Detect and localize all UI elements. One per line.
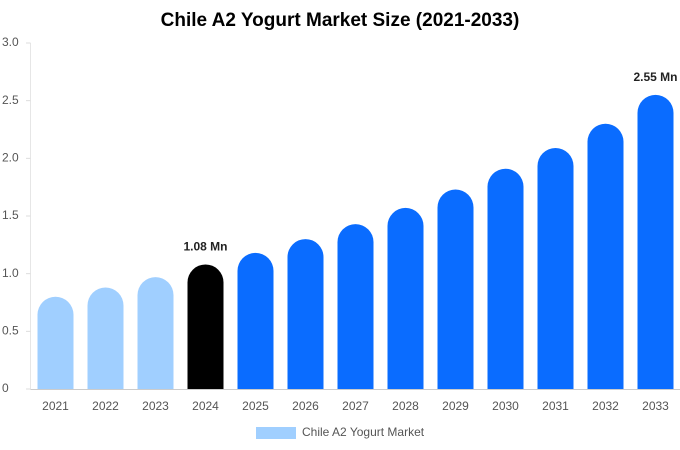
value-label: 2.55 Mn bbox=[633, 70, 677, 84]
x-tick-label: 2030 bbox=[492, 399, 519, 413]
bar bbox=[387, 207, 424, 389]
x-tick-label: 2025 bbox=[242, 399, 269, 413]
x-tick-label: 2029 bbox=[442, 399, 469, 413]
bar bbox=[337, 224, 374, 389]
bar bbox=[437, 189, 474, 389]
y-tick-label: 3.0 bbox=[2, 35, 19, 49]
x-tick-label: 2022 bbox=[92, 399, 119, 413]
y-tick-label: 1.5 bbox=[2, 208, 19, 222]
x-tick-label: 2023 bbox=[142, 399, 169, 413]
x-tick-label: 2033 bbox=[642, 399, 669, 413]
bar bbox=[237, 252, 274, 389]
y-tick-label: 0.5 bbox=[2, 324, 19, 338]
legend-label: Chile A2 Yogurt Market bbox=[302, 425, 425, 439]
y-tick-label: 2.0 bbox=[2, 151, 19, 165]
bar bbox=[487, 168, 524, 389]
x-tick-label: 2031 bbox=[542, 399, 569, 413]
legend-swatch bbox=[256, 427, 296, 439]
y-tick-label: 2.5 bbox=[2, 93, 19, 107]
x-tick-label: 2024 bbox=[192, 399, 219, 413]
bar bbox=[137, 277, 174, 389]
x-tick-label: 2021 bbox=[42, 399, 69, 413]
x-tick-label: 2027 bbox=[342, 399, 369, 413]
bar bbox=[587, 123, 624, 389]
y-tick-label: 0 bbox=[2, 381, 9, 395]
bar bbox=[537, 147, 574, 389]
x-tick-label: 2026 bbox=[292, 399, 319, 413]
bar bbox=[87, 287, 124, 389]
bar bbox=[187, 264, 224, 389]
bar bbox=[637, 94, 674, 389]
x-tick-label: 2032 bbox=[592, 399, 619, 413]
x-tick-label: 2028 bbox=[392, 399, 419, 413]
chart-title: Chile A2 Yogurt Market Size (2021-2033) bbox=[161, 10, 520, 31]
y-tick-label: 1.0 bbox=[2, 266, 19, 280]
value-label: 1.08 Mn bbox=[183, 240, 227, 254]
bar bbox=[37, 296, 74, 389]
bar bbox=[287, 239, 324, 389]
